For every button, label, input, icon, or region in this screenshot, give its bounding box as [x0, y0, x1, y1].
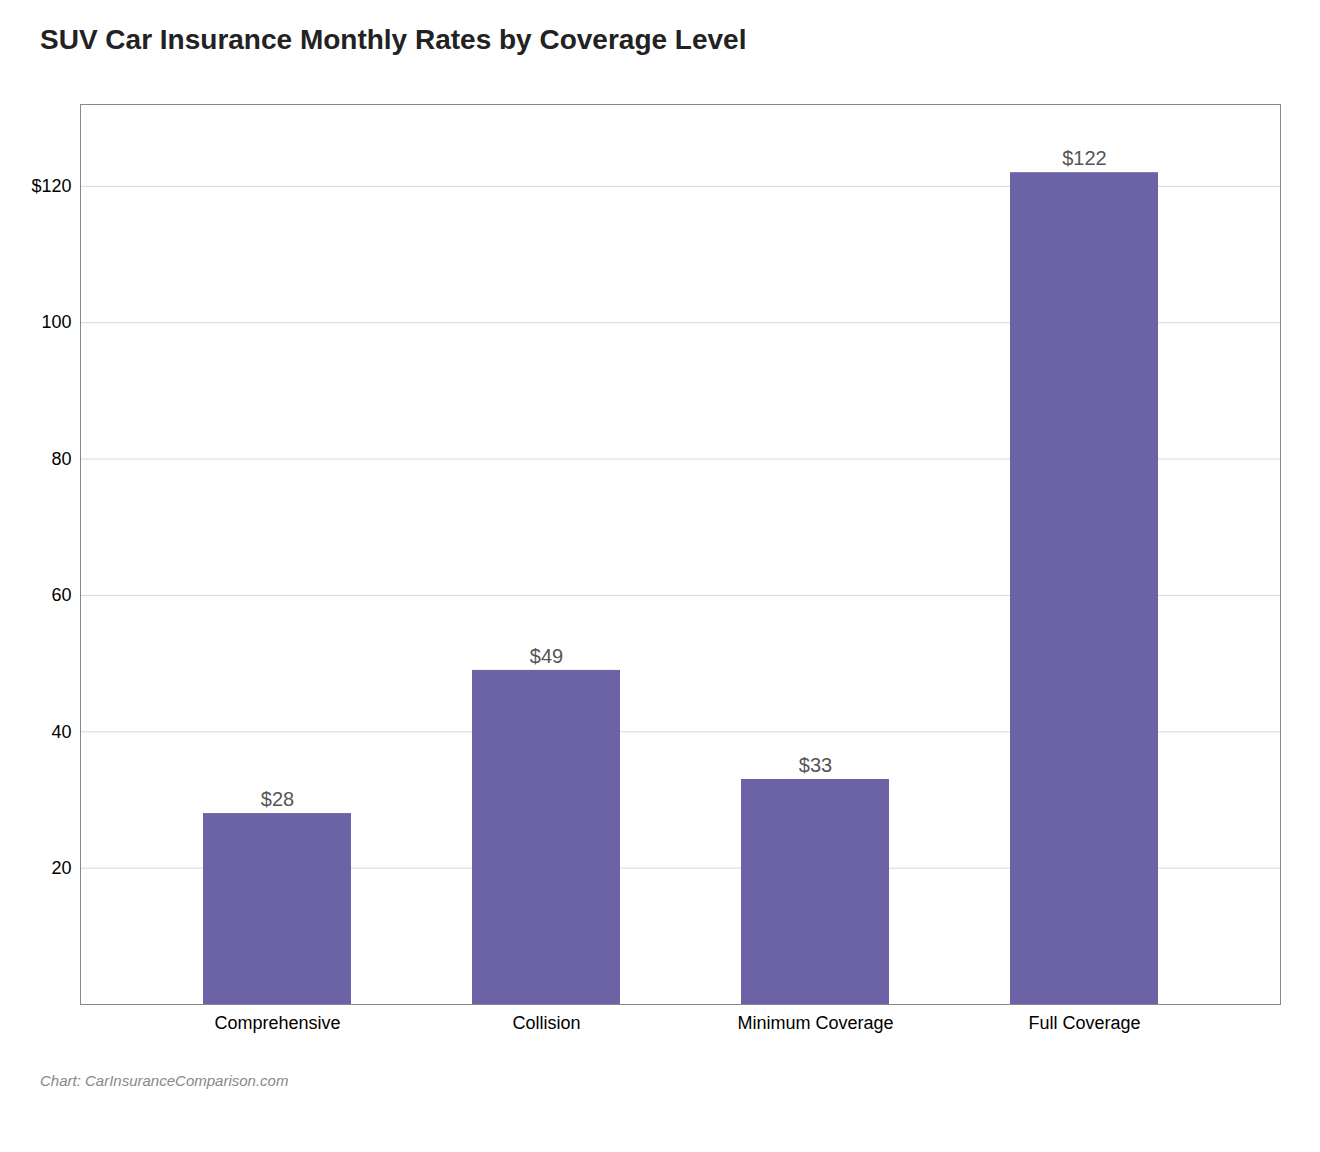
- svg-text:Comprehensive: Comprehensive: [214, 1013, 340, 1033]
- svg-text:80: 80: [51, 449, 71, 469]
- svg-text:40: 40: [51, 722, 71, 742]
- svg-text:Collision: Collision: [512, 1013, 580, 1033]
- svg-text:Full Coverage: Full Coverage: [1028, 1013, 1140, 1033]
- svg-text:$28: $28: [261, 788, 294, 810]
- svg-text:Minimum Coverage: Minimum Coverage: [737, 1013, 893, 1033]
- html-text:Chart: CarInsuranceComparison.: Chart: CarInsuranceComparison.com: [40, 1072, 289, 1089]
- svg-text:$33: $33: [799, 754, 832, 776]
- svg-text:$120: $120: [31, 176, 71, 196]
- svg-text:20: 20: [51, 858, 71, 878]
- html-text:SUV Car Insurance Monthly Rate: SUV Car Insurance Monthly Rates by Cover…: [40, 24, 747, 55]
- svg-text:$49: $49: [530, 645, 563, 667]
- svg-text:60: 60: [51, 585, 71, 605]
- svg-text:100: 100: [41, 312, 71, 332]
- svg-text:$122: $122: [1062, 147, 1107, 169]
